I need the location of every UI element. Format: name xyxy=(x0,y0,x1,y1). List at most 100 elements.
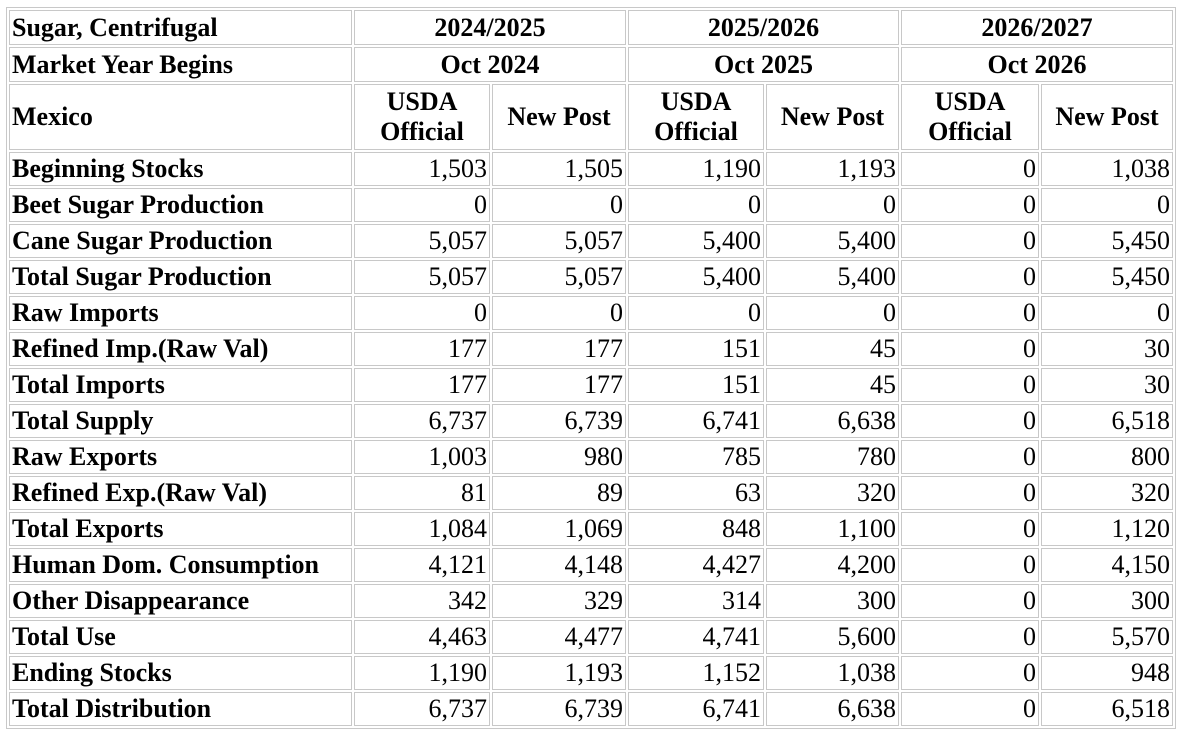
row-label: Refined Exp.(Raw Val) xyxy=(9,476,352,510)
row-label: Cane Sugar Production xyxy=(9,224,352,258)
value-cell: 177 xyxy=(492,368,626,402)
value-cell: 0 xyxy=(901,692,1039,726)
value-cell: 785 xyxy=(628,440,764,474)
value-cell: 0 xyxy=(901,368,1039,402)
value-cell: 45 xyxy=(766,332,899,366)
value-cell: 0 xyxy=(901,476,1039,510)
row-label: Raw Exports xyxy=(9,440,352,474)
market-year-label: Market Year Begins xyxy=(9,47,352,82)
begins-header: Oct 2025 xyxy=(628,47,899,82)
value-cell: 0 xyxy=(901,404,1039,438)
value-cell: 0 xyxy=(1041,188,1173,222)
row-label: Total Use xyxy=(9,620,352,654)
table-row: Total Imports 177 177 151 45 0 30 xyxy=(9,368,1173,402)
value-cell: 6,739 xyxy=(492,404,626,438)
row-label: Other Disappearance xyxy=(9,584,352,618)
table-row: Total Distribution 6,737 6,739 6,741 6,638 0 6… xyxy=(9,692,1173,726)
value-cell: 89 xyxy=(492,476,626,510)
new-post-header: New Post xyxy=(492,84,626,150)
value-cell: 1,038 xyxy=(1041,152,1173,186)
value-cell: 6,737 xyxy=(354,692,490,726)
value-cell: 5,057 xyxy=(354,260,490,294)
usda-official-header: USDA Official xyxy=(628,84,764,150)
value-cell: 177 xyxy=(492,332,626,366)
value-cell: 800 xyxy=(1041,440,1173,474)
value-cell: 4,121 xyxy=(354,548,490,582)
value-cell: 4,427 xyxy=(628,548,764,582)
row-label: Total Distribution xyxy=(9,692,352,726)
country-label: Mexico xyxy=(9,84,352,150)
value-cell: 0 xyxy=(766,188,899,222)
value-cell: 948 xyxy=(1041,656,1173,690)
row-label: Raw Imports xyxy=(9,296,352,330)
value-cell: 1,120 xyxy=(1041,512,1173,546)
value-cell: 0 xyxy=(354,188,490,222)
value-cell: 5,400 xyxy=(628,224,764,258)
new-post-header: New Post xyxy=(1041,84,1173,150)
value-cell: 848 xyxy=(628,512,764,546)
value-cell: 1,084 xyxy=(354,512,490,546)
value-cell: 0 xyxy=(901,152,1039,186)
value-cell: 4,477 xyxy=(492,620,626,654)
value-cell: 320 xyxy=(1041,476,1173,510)
value-cell: 0 xyxy=(1041,296,1173,330)
table-row: Raw Imports 0 0 0 0 0 0 xyxy=(9,296,1173,330)
value-cell: 1,003 xyxy=(354,440,490,474)
value-cell: 0 xyxy=(901,440,1039,474)
value-cell: 320 xyxy=(766,476,899,510)
value-cell: 780 xyxy=(766,440,899,474)
value-cell: 0 xyxy=(901,188,1039,222)
value-cell: 0 xyxy=(901,260,1039,294)
row-label: Human Dom. Consumption xyxy=(9,548,352,582)
value-cell: 45 xyxy=(766,368,899,402)
value-cell: 4,200 xyxy=(766,548,899,582)
row-label: Total Exports xyxy=(9,512,352,546)
value-cell: 63 xyxy=(628,476,764,510)
value-cell: 0 xyxy=(901,548,1039,582)
year-header: 2025/2026 xyxy=(628,10,899,45)
year-header: 2024/2025 xyxy=(354,10,626,45)
row-label: Total Sugar Production xyxy=(9,260,352,294)
row-label: Ending Stocks xyxy=(9,656,352,690)
row-label: Total Supply xyxy=(9,404,352,438)
value-cell: 980 xyxy=(492,440,626,474)
table-row: Total Sugar Production 5,057 5,057 5,400 5,4… xyxy=(9,260,1173,294)
value-cell: 5,600 xyxy=(766,620,899,654)
value-cell: 5,057 xyxy=(354,224,490,258)
value-cell: 1,193 xyxy=(766,152,899,186)
value-cell: 4,150 xyxy=(1041,548,1173,582)
usda-official-header: USDA Official xyxy=(901,84,1039,150)
table-row: Refined Exp.(Raw Val) 81 89 63 320 0 320 xyxy=(9,476,1173,510)
new-post-header: New Post xyxy=(766,84,899,150)
value-cell: 1,069 xyxy=(492,512,626,546)
value-cell: 300 xyxy=(1041,584,1173,618)
value-cell: 1,038 xyxy=(766,656,899,690)
value-cell: 151 xyxy=(628,332,764,366)
value-cell: 342 xyxy=(354,584,490,618)
value-cell: 1,505 xyxy=(492,152,626,186)
value-cell: 0 xyxy=(901,512,1039,546)
value-cell: 6,741 xyxy=(628,404,764,438)
value-cell: 5,400 xyxy=(766,260,899,294)
row-label: Beginning Stocks xyxy=(9,152,352,186)
table-row: Ending Stocks 1,190 1,193 1,152 1,038 0 948 xyxy=(9,656,1173,690)
value-cell: 81 xyxy=(354,476,490,510)
value-cell: 1,190 xyxy=(354,656,490,690)
value-cell: 4,741 xyxy=(628,620,764,654)
value-cell: 0 xyxy=(354,296,490,330)
row-label: Beet Sugar Production xyxy=(9,188,352,222)
value-cell: 0 xyxy=(628,296,764,330)
value-cell: 0 xyxy=(901,224,1039,258)
table-row: Beet Sugar Production 0 0 0 0 0 0 xyxy=(9,188,1173,222)
value-cell: 0 xyxy=(492,296,626,330)
begins-header: Oct 2026 xyxy=(901,47,1173,82)
value-cell: 5,057 xyxy=(492,224,626,258)
value-cell: 5,450 xyxy=(1041,224,1173,258)
table-row: Refined Imp.(Raw Val) 177 177 151 45 0 30 xyxy=(9,332,1173,366)
table-row: Total Supply 6,737 6,739 6,741 6,638 0 6,518 xyxy=(9,404,1173,438)
value-cell: 1,193 xyxy=(492,656,626,690)
value-cell: 1,503 xyxy=(354,152,490,186)
value-cell: 1,152 xyxy=(628,656,764,690)
value-cell: 5,057 xyxy=(492,260,626,294)
table-row: Total Exports 1,084 1,069 848 1,100 0 1,120 xyxy=(9,512,1173,546)
